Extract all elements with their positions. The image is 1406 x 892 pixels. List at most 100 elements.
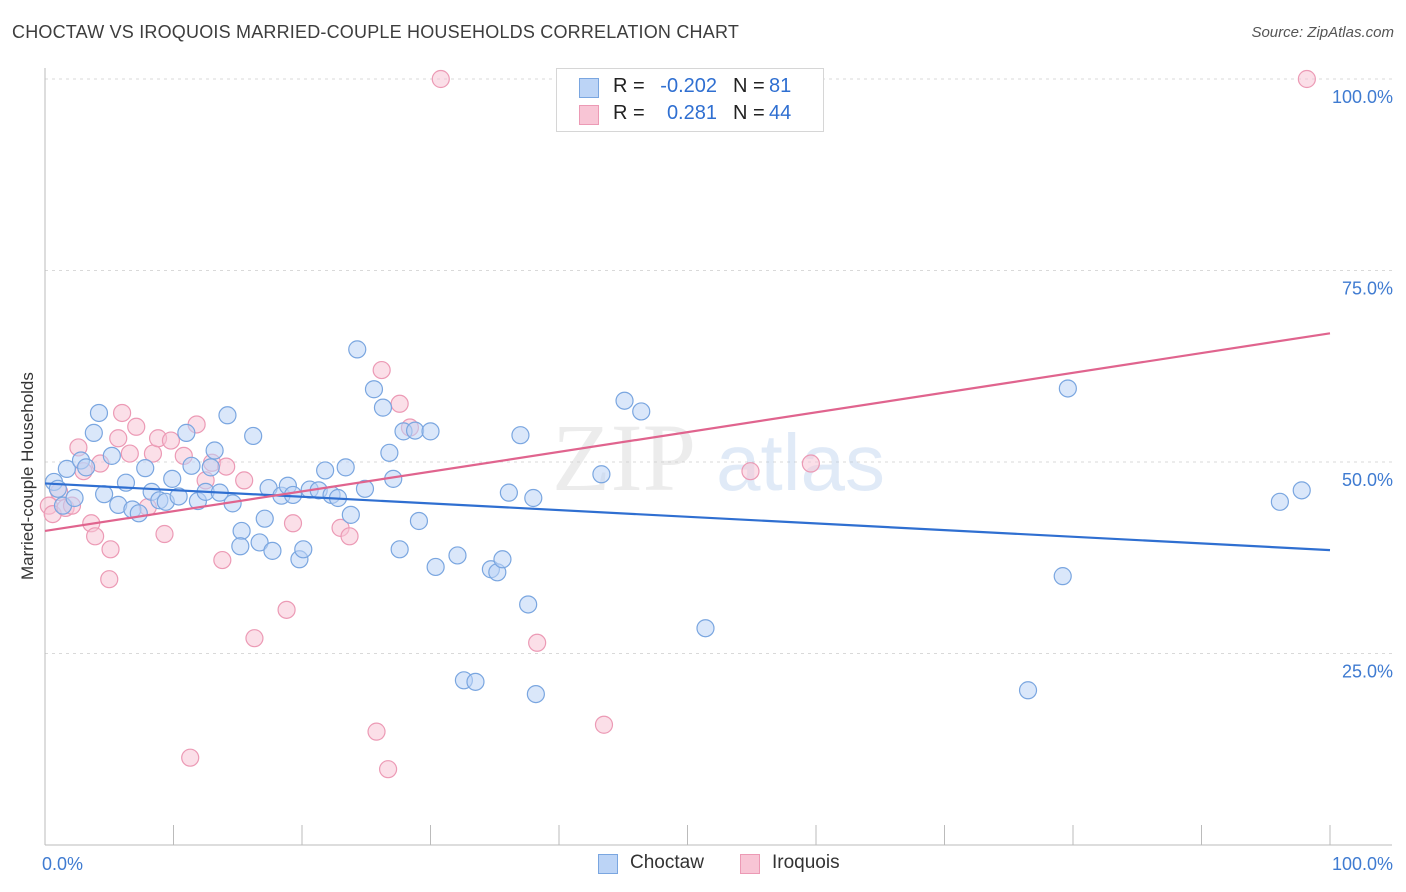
choctaw-legend-label: Choctaw [630,852,704,873]
choctaw-point [163,469,182,488]
choctaw-points [44,340,1311,704]
y-tick-label: 100.0% [1332,87,1393,107]
choctaw-point [218,406,237,425]
choctaw-point [95,485,114,504]
y-tick-label: 50.0% [1342,470,1393,490]
iroquois-legend-label: Iroquois [772,852,840,873]
choctaw-point [448,546,467,565]
iroquois-point [217,457,236,476]
chart-title: CHOCTAW VS IROQUOIS MARRIED-COUPLE HOUSE… [12,22,740,42]
choctaw-point [421,422,440,441]
iroquois-point [277,600,296,619]
choctaw-point [84,423,103,442]
iroquois-point [390,394,409,413]
iroquois-point [213,550,232,570]
grid-lines [45,78,1392,654]
choctaw-point [255,509,274,528]
choctaw-point [77,458,96,477]
choctaw-point [294,540,313,559]
choctaw-point [696,619,715,638]
choctaw-point [466,672,485,691]
iroquois-point [86,527,105,546]
iroquois-point [155,524,174,544]
legend-swatch-iroquois [579,105,599,125]
axes [44,68,1392,846]
legend-row-choctaw: R = -0.202 N = 81 [557,75,823,101]
iroquois-point [741,462,760,481]
x-tick-label-max: 100.0% [1332,854,1393,874]
choctaw-point [177,423,196,442]
choctaw-point [409,511,429,531]
choctaw-point [244,426,263,446]
choctaw-point [1292,481,1311,500]
choctaw-point [499,483,518,502]
iroquois-point [181,748,200,767]
legend-r-label: R = [613,102,645,124]
choctaw-point [1018,681,1038,700]
legend-n-label: N = [733,75,765,97]
legend-n-label: N = [733,102,765,124]
choctaw-point [364,380,384,399]
choctaw-point [1053,567,1072,586]
choctaw-point [355,479,375,498]
choctaw-point [373,398,393,417]
choctaw-point [336,458,355,477]
choctaw-point [632,402,651,421]
iroquois-point [101,540,120,559]
choctaw-point [526,684,545,704]
iroquois-point [378,760,398,779]
trend-lines [44,332,1331,552]
iroquois-point [801,454,820,473]
choctaw-point [511,426,530,445]
choctaw-point [65,488,84,508]
iroquois-point [528,633,547,652]
choctaw-point [231,537,250,556]
choctaw-point [348,340,367,359]
choctaw-point [136,459,155,478]
choctaw-point [519,595,538,614]
tick-labels: 25.0% 50.0% 75.0% 100.0% 0.0% 100.0% [42,87,1393,874]
choctaw-point [493,550,512,569]
x-tick-label-min: 0.0% [42,854,83,874]
y-tick-label: 75.0% [1342,279,1393,299]
iroquois-point [283,514,303,533]
iroquois-point [100,570,119,589]
y-axis-label: Married-couple Households [18,372,37,580]
choctaw-point [102,446,121,465]
choctaw-point [405,421,425,440]
choctaw-point [89,403,109,423]
watermark: ZIP atlas [552,404,885,511]
watermark-atlas: atlas [716,418,885,507]
choctaw-point [57,459,76,478]
choctaw-point [592,465,611,484]
legend-r-value: 0.281 [666,102,717,124]
iroquois-point [372,360,391,380]
legend-n-value: 44 [769,102,792,124]
legend-n-value: 81 [769,75,792,97]
choctaw-point [615,391,634,410]
iroquois-point [431,69,450,89]
choctaw-point [380,443,399,462]
iroquois-point [235,471,254,490]
legend-r-label: R = [613,75,645,97]
choctaw-point [426,557,445,577]
iroquois-point [594,715,614,734]
y-tick-label: 25.0% [1342,662,1393,682]
iroquois-point [1297,69,1316,89]
choctaw-point [182,456,201,475]
choctaw-point [232,521,251,541]
source-credit: Source: ZipAtlas.com [1251,24,1394,41]
iroquois-trend-line [44,332,1331,533]
watermark-zip: ZIP [552,404,696,511]
choctaw-point [316,461,335,480]
choctaw-point [129,504,148,523]
choctaw-point [524,488,543,508]
choctaw-swatch [598,854,618,874]
choctaw-point [201,458,220,477]
choctaw-point [1058,379,1077,398]
legend-swatch-choctaw [579,78,599,98]
iroquois-point [127,417,146,436]
choctaw-point [205,441,224,460]
iroquois-point [367,722,386,741]
